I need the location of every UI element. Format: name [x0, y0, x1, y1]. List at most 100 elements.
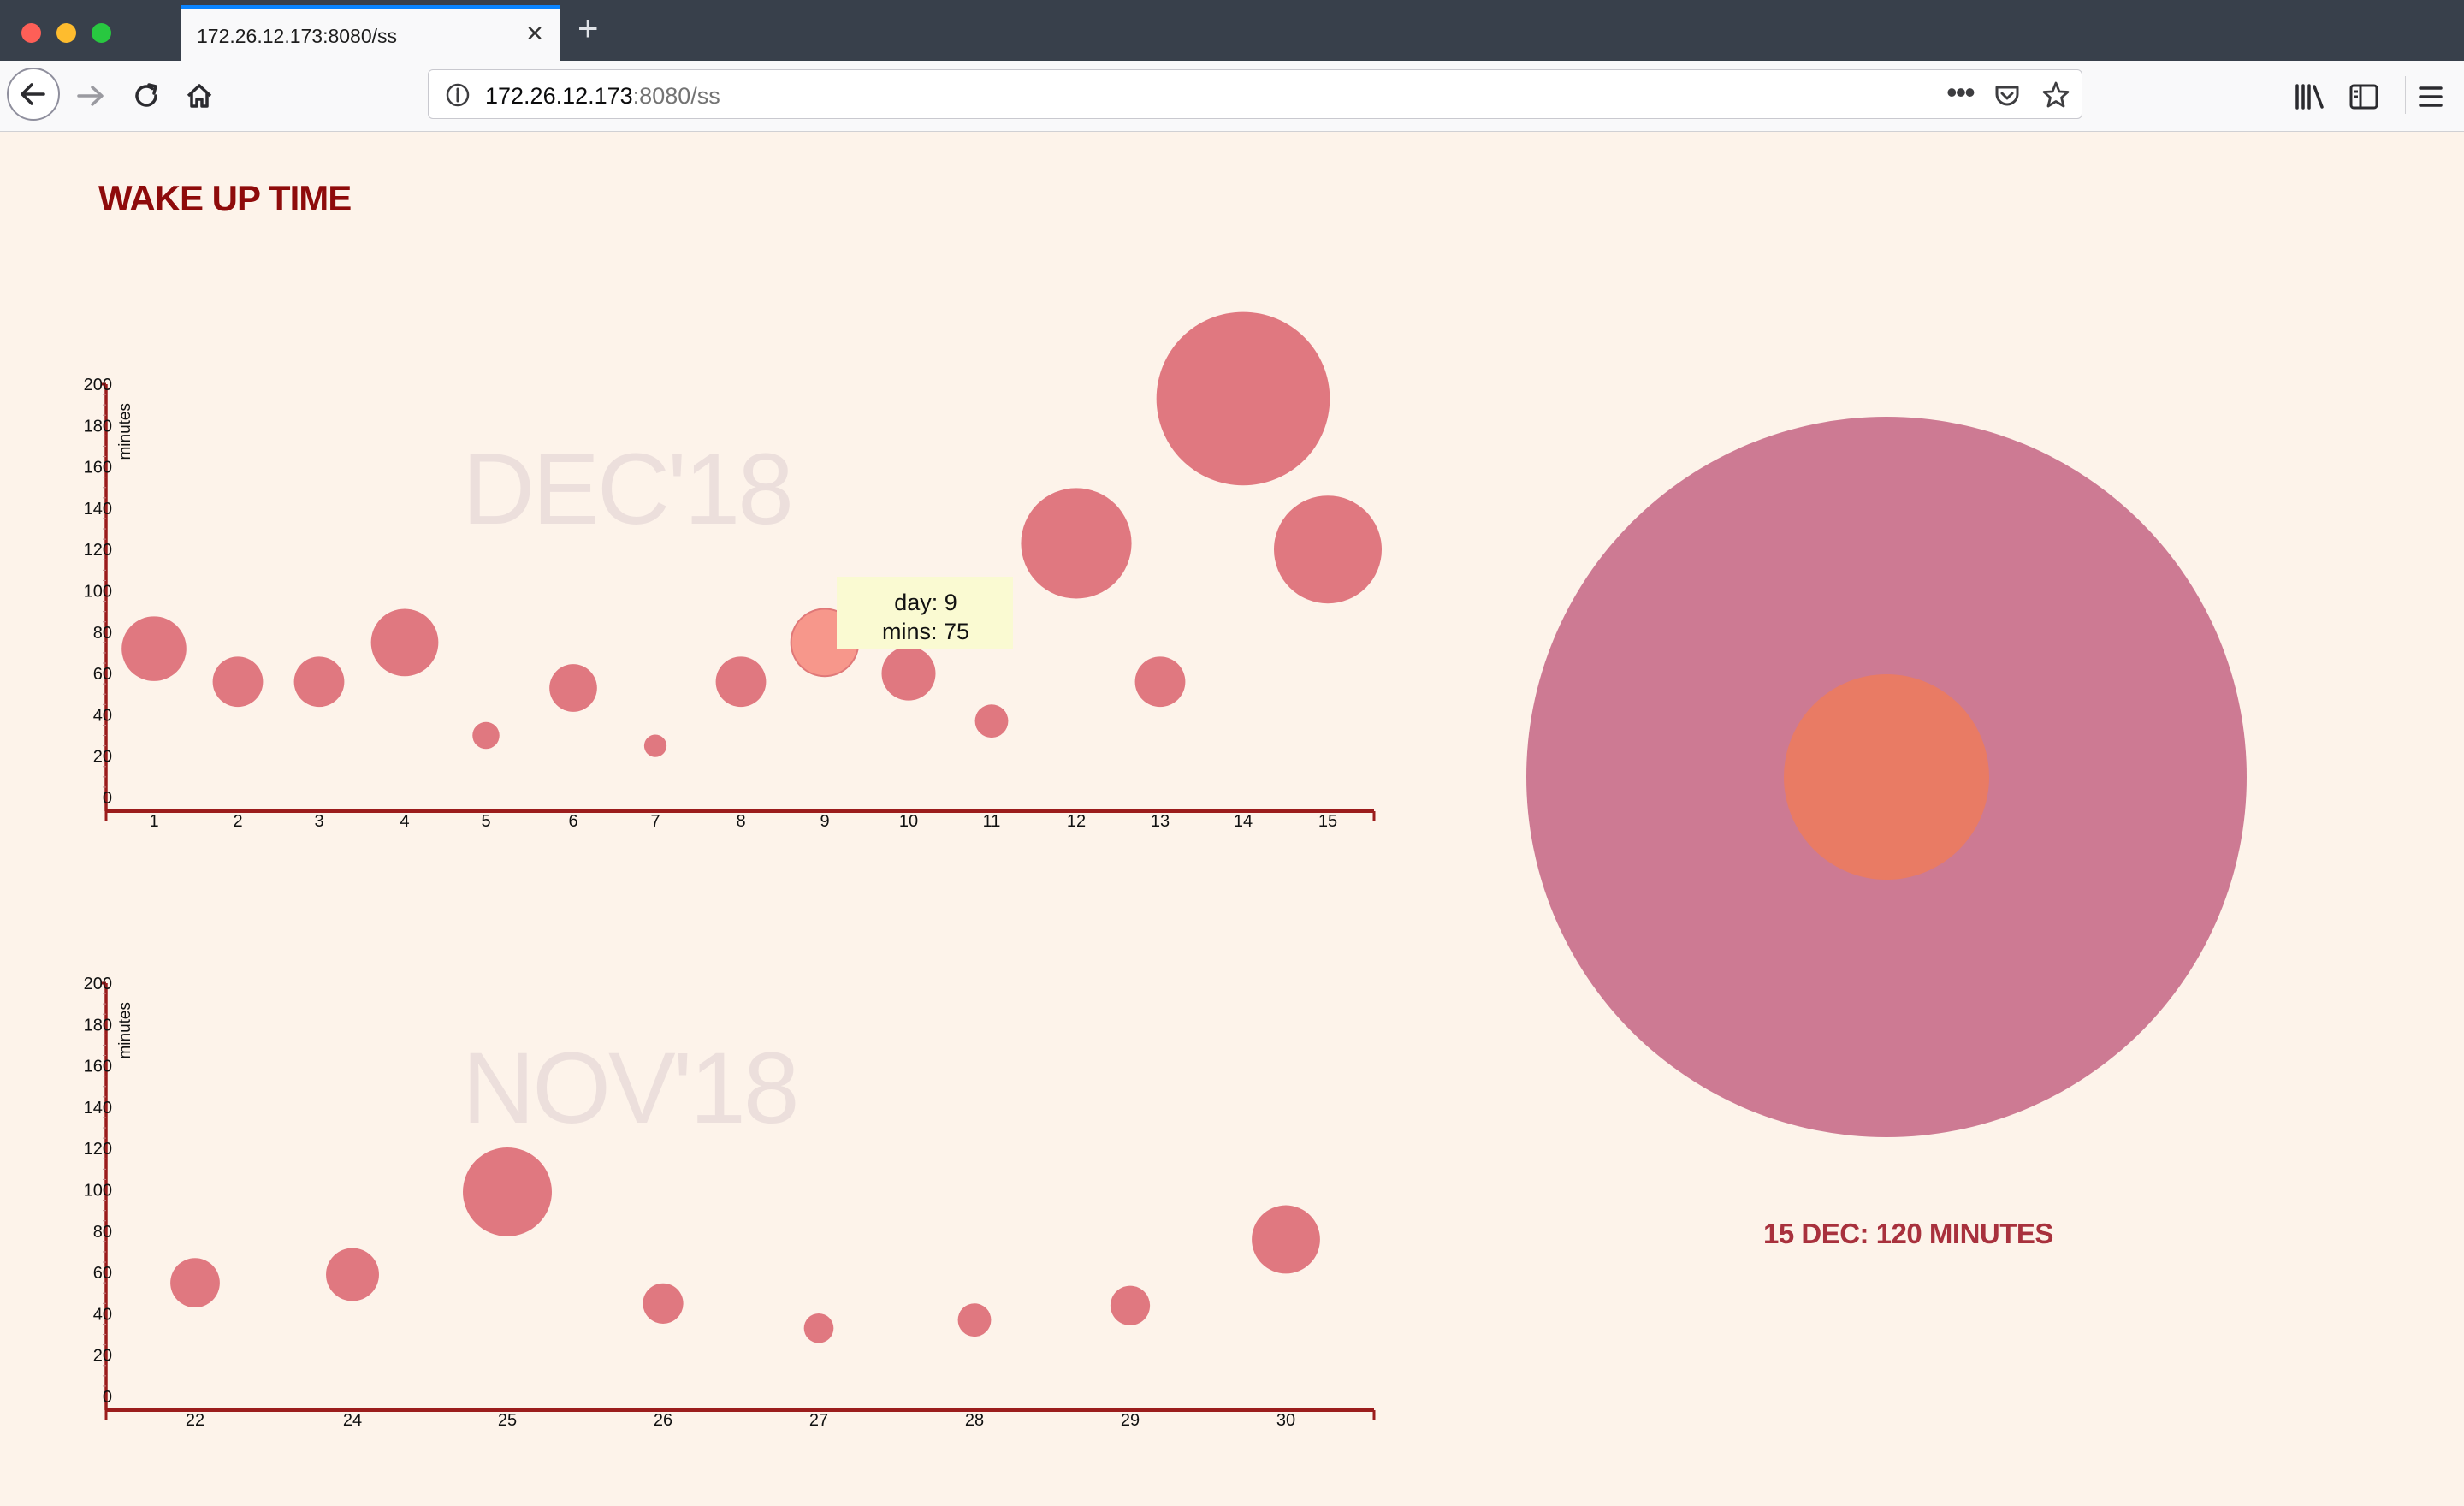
- x-tick-label: 6: [568, 812, 578, 831]
- y-tick-label: 200: [84, 975, 112, 993]
- bubble-day-6[interactable]: [549, 664, 597, 712]
- x-tick-label: 12: [1067, 812, 1086, 831]
- bubble-day-28[interactable]: [957, 1303, 992, 1337]
- browser-toolbar: 172.26.12.173:8080/ss •••: [0, 61, 2464, 132]
- x-tick-label: 26: [654, 1411, 672, 1430]
- zoom-window-button[interactable]: [92, 23, 111, 43]
- pocket-icon[interactable]: [1993, 80, 2022, 110]
- y-axis-label: minutes: [116, 403, 134, 460]
- y-tick-label: 60: [93, 665, 112, 684]
- x-tick-label: 5: [481, 812, 490, 831]
- minimize-window-button[interactable]: [56, 23, 76, 43]
- y-tick-label: 180: [84, 1016, 112, 1035]
- x-tick-label: 2: [233, 812, 242, 831]
- y-tick-label: 180: [84, 417, 112, 436]
- y-tick-label: 60: [93, 1264, 112, 1283]
- browser-titlebar: 172.26.12.173:8080/ss × +: [0, 0, 2464, 61]
- bubble-day-10[interactable]: [881, 646, 936, 701]
- y-tick-label: 40: [93, 706, 112, 725]
- url-host: 172.26.12.173: [485, 83, 633, 109]
- url-bar[interactable]: 172.26.12.173:8080/ss •••: [428, 69, 2082, 119]
- bubble-day-27[interactable]: [803, 1313, 834, 1343]
- y-tick-label: 0: [103, 789, 112, 808]
- bubble-day-24[interactable]: [326, 1248, 379, 1301]
- y-tick-label: 100: [84, 583, 112, 602]
- x-tick-label: 8: [736, 812, 745, 831]
- bubble-day-2[interactable]: [212, 656, 264, 708]
- bubble-day-15[interactable]: [1274, 495, 1382, 604]
- y-tick-label: 160: [84, 1058, 112, 1076]
- x-tick-label: 30: [1276, 1411, 1295, 1430]
- x-tick-label: 15: [1318, 812, 1337, 831]
- x-tick-label: 29: [1121, 1411, 1140, 1430]
- browser-tab[interactable]: 172.26.12.173:8080/ss ×: [181, 5, 560, 61]
- back-button[interactable]: [7, 68, 60, 121]
- y-axis-label: minutes: [116, 1002, 134, 1059]
- chart-watermark-title: NOV'18: [462, 1032, 797, 1145]
- bubble-day-7[interactable]: [643, 734, 667, 757]
- x-tick-label: 13: [1151, 812, 1170, 831]
- x-tick-label: 14: [1234, 812, 1253, 831]
- back-arrow-icon: [21, 83, 45, 105]
- y-tick-label: 140: [84, 1099, 112, 1118]
- nov-bubble-chart: NOV'18 0 20 40 60 80 100 120 140 160 180 200minutes…: [84, 975, 1376, 1430]
- tooltip-mins: mins: 75: [882, 619, 969, 644]
- bubble-day-3[interactable]: [293, 656, 345, 708]
- y-tick-label: 40: [93, 1305, 112, 1324]
- bubble-day-13[interactable]: [1134, 656, 1186, 708]
- x-tick-label: 3: [314, 812, 323, 831]
- bubble-day-29[interactable]: [1110, 1285, 1151, 1325]
- y-tick-label: 80: [93, 1223, 112, 1242]
- x-tick-label: 4: [400, 812, 409, 831]
- tooltip-day: day: 9: [894, 590, 957, 615]
- y-tick-label: 160: [84, 459, 112, 477]
- bubble-day-22[interactable]: [170, 1258, 220, 1308]
- x-tick-label: 10: [899, 812, 918, 831]
- y-tick-label: 20: [93, 1347, 112, 1366]
- close-tab-icon[interactable]: ×: [526, 17, 543, 50]
- y-tick-label: 200: [84, 376, 112, 394]
- bubble-day-26[interactable]: [643, 1283, 684, 1324]
- bubble-day-1[interactable]: [121, 616, 187, 681]
- page-title: WAKE UP TIME: [98, 178, 352, 218]
- y-tick-label: 140: [84, 500, 112, 519]
- bubble-day-12[interactable]: [1021, 488, 1132, 599]
- forward-arrow-icon[interactable]: [74, 80, 108, 111]
- bubble-day-8[interactable]: [715, 656, 767, 708]
- sidebar-icon[interactable]: [2348, 82, 2380, 111]
- tab-title: 172.26.12.173:8080/ss: [197, 25, 398, 47]
- x-tick-label: 28: [965, 1411, 984, 1430]
- tooltip: day: 9 mins: 75: [837, 577, 1013, 649]
- url-text[interactable]: 172.26.12.173:8080/ss: [485, 83, 720, 110]
- bubble-day-25[interactable]: [463, 1147, 552, 1236]
- page-actions-icon[interactable]: •••: [1946, 74, 1975, 110]
- total-circle-chart: [1526, 417, 2247, 1137]
- y-tick-label: 0: [103, 1388, 112, 1407]
- y-tick-label: 120: [84, 541, 112, 560]
- home-icon[interactable]: [183, 80, 216, 112]
- x-tick-label: 1: [149, 812, 158, 831]
- bookmark-star-icon[interactable]: [2040, 80, 2071, 110]
- bubble-day-14[interactable]: [1156, 311, 1330, 486]
- bubble-day-5[interactable]: [472, 721, 500, 750]
- toolbar-separator: [2405, 76, 2406, 114]
- y-tick-label: 120: [84, 1140, 112, 1159]
- new-tab-icon[interactable]: +: [578, 8, 599, 48]
- reload-icon[interactable]: [130, 80, 163, 112]
- x-tick-label: 7: [650, 812, 660, 831]
- site-info-icon[interactable]: [444, 81, 471, 109]
- close-window-button[interactable]: [21, 23, 41, 43]
- library-icon[interactable]: [2293, 82, 2327, 111]
- x-tick-label: 9: [820, 812, 829, 831]
- x-tick-label: 11: [983, 812, 1001, 831]
- y-tick-label: 80: [93, 624, 112, 643]
- inner-day-circle[interactable]: [1784, 674, 1989, 880]
- bubble-day-11[interactable]: [974, 704, 1009, 738]
- bubble-day-30[interactable]: [1252, 1205, 1320, 1274]
- x-tick-label: 25: [498, 1411, 517, 1430]
- x-tick-label: 22: [186, 1411, 204, 1430]
- url-path: :8080/ss: [632, 83, 720, 109]
- menu-icon[interactable]: [2416, 84, 2445, 110]
- y-tick-label: 20: [93, 748, 112, 767]
- bubble-day-4[interactable]: [370, 608, 439, 677]
